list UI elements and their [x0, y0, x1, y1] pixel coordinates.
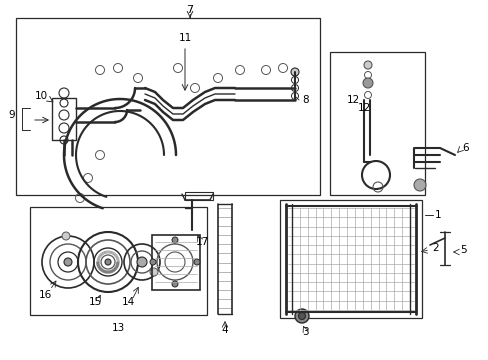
Text: 1: 1	[434, 210, 441, 220]
Text: 7: 7	[186, 5, 193, 15]
Text: 5: 5	[459, 245, 466, 255]
Circle shape	[363, 61, 371, 69]
Circle shape	[413, 179, 425, 191]
Text: 12: 12	[357, 103, 370, 113]
Bar	[52, 98, 76, 140]
Circle shape	[172, 281, 178, 287]
Text: 4: 4	[221, 325, 228, 335]
Text: 3: 3	[301, 327, 307, 337]
Circle shape	[150, 268, 158, 276]
Text: 9: 9	[9, 110, 15, 120]
Circle shape	[64, 258, 72, 266]
Text: 10: 10	[35, 91, 48, 101]
Text: 12: 12	[346, 95, 359, 105]
Text: 17: 17	[195, 237, 208, 247]
Text: 2: 2	[431, 243, 438, 253]
Circle shape	[172, 237, 178, 243]
Circle shape	[62, 232, 70, 240]
Bar	[30, 207, 206, 315]
Text: 8: 8	[302, 95, 308, 105]
Bar	[280, 200, 421, 318]
Circle shape	[294, 309, 308, 323]
Circle shape	[362, 78, 372, 88]
Text: 15: 15	[88, 297, 102, 307]
Text: 13: 13	[111, 323, 124, 333]
Text: 14: 14	[121, 297, 134, 307]
Bar	[16, 18, 319, 195]
Circle shape	[298, 312, 305, 320]
Bar	[184, 192, 213, 200]
Text: 6: 6	[461, 143, 468, 153]
Circle shape	[194, 259, 200, 265]
Bar	[152, 235, 200, 290]
Text: 11: 11	[178, 33, 191, 43]
Circle shape	[137, 257, 147, 267]
Bar	[329, 52, 424, 195]
Text: 16: 16	[38, 290, 52, 300]
Circle shape	[290, 68, 298, 76]
Circle shape	[105, 259, 111, 265]
Circle shape	[150, 259, 156, 265]
